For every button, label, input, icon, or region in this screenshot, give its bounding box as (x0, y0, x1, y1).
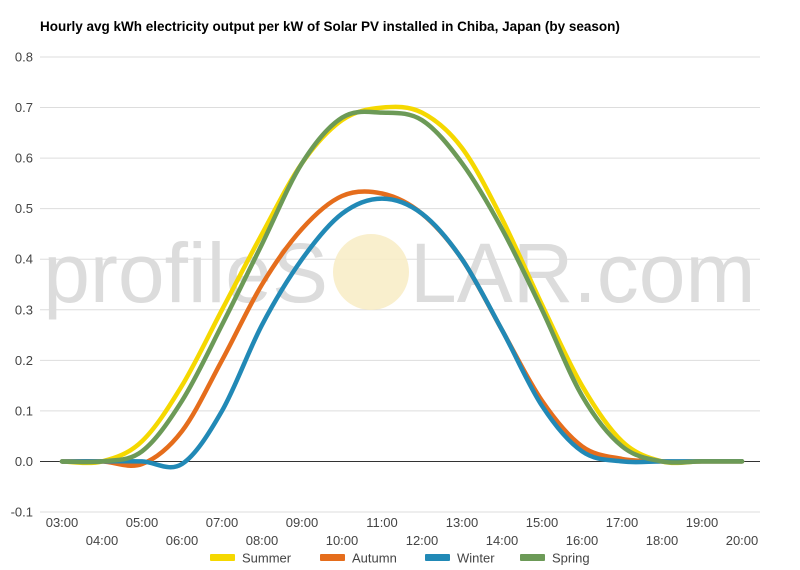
y-tick-label: 0.7 (15, 100, 33, 115)
watermark-text-right: LAR.com (410, 226, 755, 320)
x-axis-ticks: 03:00 04:00 05:00 06:00 07:00 08:00 09:00 10:00… (46, 515, 759, 548)
legend-swatch-autumn (320, 554, 345, 561)
x-tick-label: 05:00 (126, 515, 159, 530)
x-tick-label: 14:00 (486, 533, 519, 548)
y-tick-label: 0.3 (15, 302, 33, 317)
x-tick-label: 12:00 (406, 533, 439, 548)
x-tick-label: 15:00 (526, 515, 559, 530)
x-tick-label: 20:00 (726, 533, 759, 548)
x-tick-label: 07:00 (206, 515, 239, 530)
watermark-sun (333, 234, 409, 310)
legend-label-summer: Summer (242, 551, 292, 566)
y-tick-label: 0.4 (15, 252, 33, 267)
y-tick-label: 0.2 (15, 353, 33, 368)
y-tick-label: 0.8 (15, 50, 33, 65)
x-tick-label: 09:00 (286, 515, 319, 530)
series-line-summer (59, 104, 745, 466)
legend: Summer Autumn Winter Spring (210, 551, 590, 566)
y-tick-label: 0.6 (15, 151, 33, 166)
x-tick-label: 10:00 (326, 533, 359, 548)
legend-swatch-summer (210, 554, 235, 561)
watermark: profileS LAR.com (43, 226, 755, 320)
x-tick-label: 06:00 (166, 533, 199, 548)
legend-swatch-winter (425, 554, 450, 561)
x-tick-label: 03:00 (46, 515, 79, 530)
watermark-text-left: profileS (43, 226, 328, 320)
x-tick-label: 13:00 (446, 515, 479, 530)
y-tick-label: -0.1 (11, 505, 33, 520)
x-tick-label: 16:00 (566, 533, 599, 548)
chart-title: Hourly avg kWh electricity output per kW… (40, 19, 620, 34)
legend-label-autumn: Autumn (352, 551, 397, 566)
x-tick-label: 19:00 (686, 515, 719, 530)
legend-swatch-spring (520, 554, 545, 561)
y-tick-label: 0.5 (15, 201, 33, 216)
x-tick-label: 08:00 (246, 533, 279, 548)
x-tick-label: 17:00 (606, 515, 639, 530)
series-line-winter (59, 196, 745, 470)
y-axis-ticks: -0.1 0.0 0.1 0.2 0.3 0.4 0.5 0.6 0.7 0.8 (11, 50, 33, 520)
series-lines (40, 104, 760, 470)
legend-label-spring: Spring (552, 551, 590, 566)
y-tick-label: 0.0 (15, 454, 33, 469)
y-tick-label: 0.1 (15, 403, 33, 418)
x-tick-label: 04:00 (86, 533, 119, 548)
x-tick-label: 11:00 (366, 515, 398, 530)
legend-label-winter: Winter (457, 551, 495, 566)
series-line-spring (59, 109, 745, 465)
x-tick-label: 18:00 (646, 533, 679, 548)
